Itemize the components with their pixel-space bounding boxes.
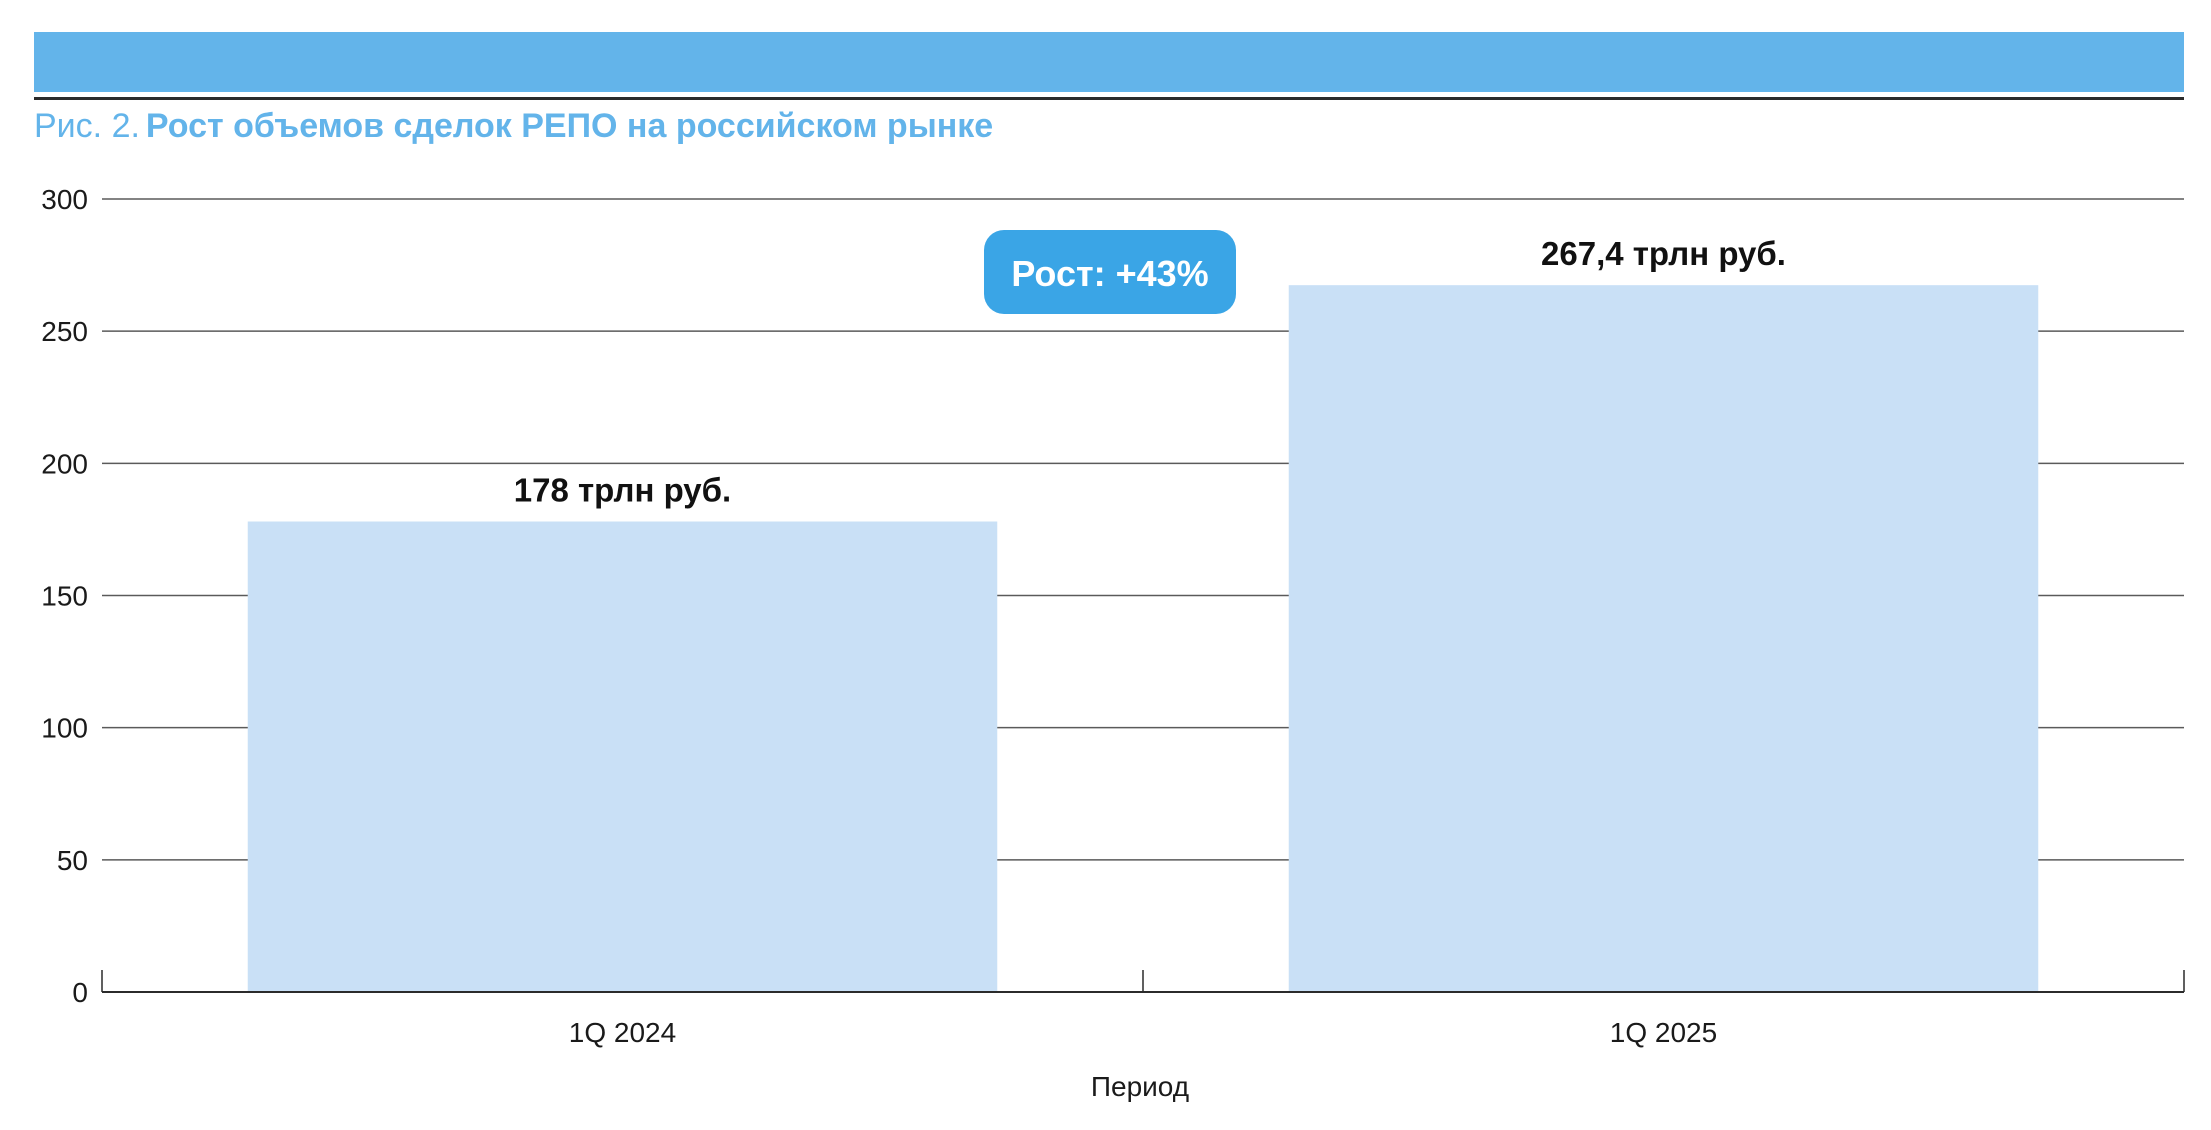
growth-callout: Рост: +43% <box>984 230 1236 314</box>
bar <box>247 521 998 992</box>
bar <box>1288 285 2039 992</box>
caption-prefix: Рис. 2. <box>34 107 140 145</box>
x-tick-label: 1Q 2025 <box>1610 1017 1717 1048</box>
figure-caption: Рис. 2. Рост объемов сделок РЕПО на росси… <box>34 104 993 148</box>
x-tick-label: 1Q 2024 <box>569 1017 676 1048</box>
y-tick-label: 150 <box>41 581 88 612</box>
y-tick-label: 200 <box>41 448 88 479</box>
bar-data-label: 267,4 трлн руб. <box>1541 235 1786 272</box>
y-tick-label: 100 <box>41 713 88 744</box>
x-axis-title: Период <box>1091 1071 1189 1102</box>
header-band <box>34 32 2184 92</box>
y-tick-label: 0 <box>72 977 88 1008</box>
header-rule <box>34 97 2184 100</box>
y-tick-label: 300 <box>41 184 88 215</box>
caption-title: Рост объемов сделок РЕПО на российском р… <box>145 107 994 145</box>
growth-callout-text: Рост: +43% <box>1011 253 1208 294</box>
y-tick-label: 50 <box>57 845 88 876</box>
bar-data-label: 178 трлн руб. <box>514 471 731 508</box>
y-tick-label: 250 <box>41 316 88 347</box>
growth-callout-box <box>984 230 1236 314</box>
